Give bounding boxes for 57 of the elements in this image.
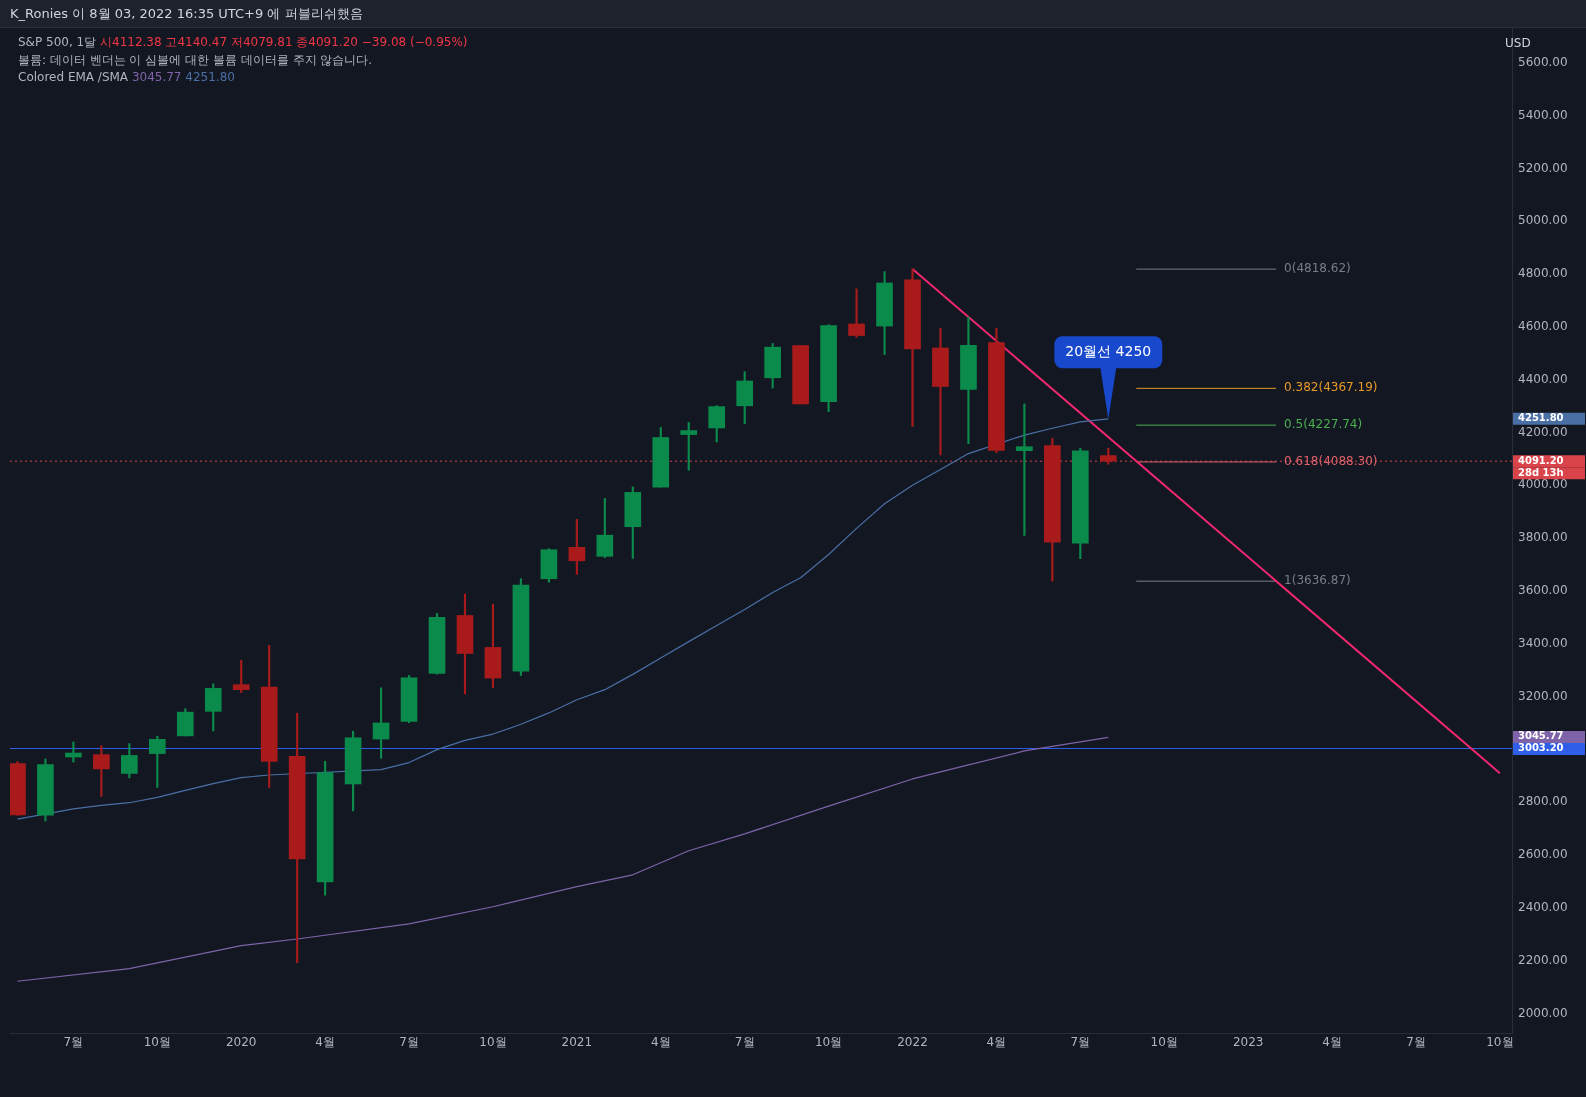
candlestick (932, 327, 949, 456)
text: K_Ronies 이 8월 03, 2022 16:35 UTC+9 에 퍼블리쉬했음 (10, 5, 363, 23)
y-tick-label: 4251.80 (1518, 412, 1564, 424)
x-tick-label: 4월 (315, 1035, 335, 1050)
y-axis-title: USD (1505, 36, 1531, 50)
annotation: 4251.80 (184, 70, 235, 84)
y-tick-label: 4200.00 (1518, 424, 1568, 439)
x-tick-label: 7월 (63, 1035, 84, 1050)
x-tick-label: 2023 (1232, 1035, 1264, 1050)
ref-line-label: 4091.20 (1518, 454, 1564, 466)
y-tick-label: 3400.00 (1518, 635, 1568, 650)
y-tick-label: 3600.00 (1518, 583, 1568, 598)
annotation: 시4112.38 고4140.47 저4079.81 종4091.20 −39.08 (−0.95%) (100, 35, 468, 49)
annotation: Colored EMA /SMA (18, 70, 129, 84)
x-tick-label: 4월 (1322, 1035, 1342, 1050)
y-tick-label: 5600.00 (1518, 54, 1568, 69)
y-tick-label: 4800.00 (1518, 266, 1568, 281)
x-tick-label: 10월 (143, 1035, 171, 1050)
candlestick (848, 288, 865, 338)
text: S&P 500, 1달 (18, 35, 98, 49)
x-tick-label: 2022 (897, 1035, 928, 1050)
series-label: 0.382(4367.19) (1284, 380, 1378, 395)
y-tick-label: 3800.00 (1518, 530, 1568, 545)
y-tick-label: 3045.77 (1518, 730, 1564, 742)
series-label: 1(3636.87) (1284, 573, 1351, 588)
y-tick-label: 5200.00 (1518, 160, 1568, 175)
y-tick-label: 2600.00 (1518, 847, 1568, 862)
x-tick-label: 7월 (1070, 1035, 1091, 1050)
x-tick-label: 7월 (734, 1035, 755, 1050)
x-tick-label: 4월 (986, 1035, 1007, 1050)
y-tick-label: 4600.00 (1518, 318, 1568, 333)
series-label: 0(4818.62) (1284, 261, 1351, 276)
y-tick-label: 5400.00 (1518, 107, 1568, 122)
series-label: 0.5(4227.74) (1284, 417, 1363, 432)
y-tick-label: 2800.00 (1518, 794, 1568, 809)
x-tick-label: 4월 (650, 1035, 671, 1050)
y-tick-label: 5000.00 (1518, 213, 1568, 228)
y-tick-label: 2200.00 (1518, 952, 1568, 967)
x-tick-label: 10월 (479, 1035, 507, 1050)
annotation: 20월선 4250 (1065, 342, 1152, 359)
x-tick-label: 10월 (814, 1035, 843, 1050)
y-tick-label: 2000.00 (1518, 1005, 1568, 1020)
x-tick-label: 10월 (1150, 1035, 1178, 1050)
x-tick-label: 7월 (1406, 1035, 1426, 1050)
x-tick-label: 7월 (399, 1035, 419, 1050)
y-tick-label: 4400.00 (1518, 371, 1568, 386)
x-tick-label: 2021 (561, 1035, 593, 1050)
ref-line-label: 3003.20 (1518, 742, 1564, 754)
series-label: 0.618(4088.30) (1284, 454, 1378, 469)
annotation: 3045.77 (130, 70, 182, 84)
annotation: 볼륨: 데이터 벤더는 이 심볼에 대한 볼륨 데이터를 주지 않습니다. (18, 52, 373, 69)
x-tick-label: 10월 (1486, 1035, 1514, 1050)
y-tick-label: 2400.00 (1518, 899, 1568, 914)
x-tick-label: 2020 (225, 1035, 257, 1050)
y-tick-label: 4000.00 (1518, 477, 1568, 492)
y-tick-label: 3200.00 (1518, 688, 1568, 703)
text: 28d 13h (1518, 466, 1564, 478)
